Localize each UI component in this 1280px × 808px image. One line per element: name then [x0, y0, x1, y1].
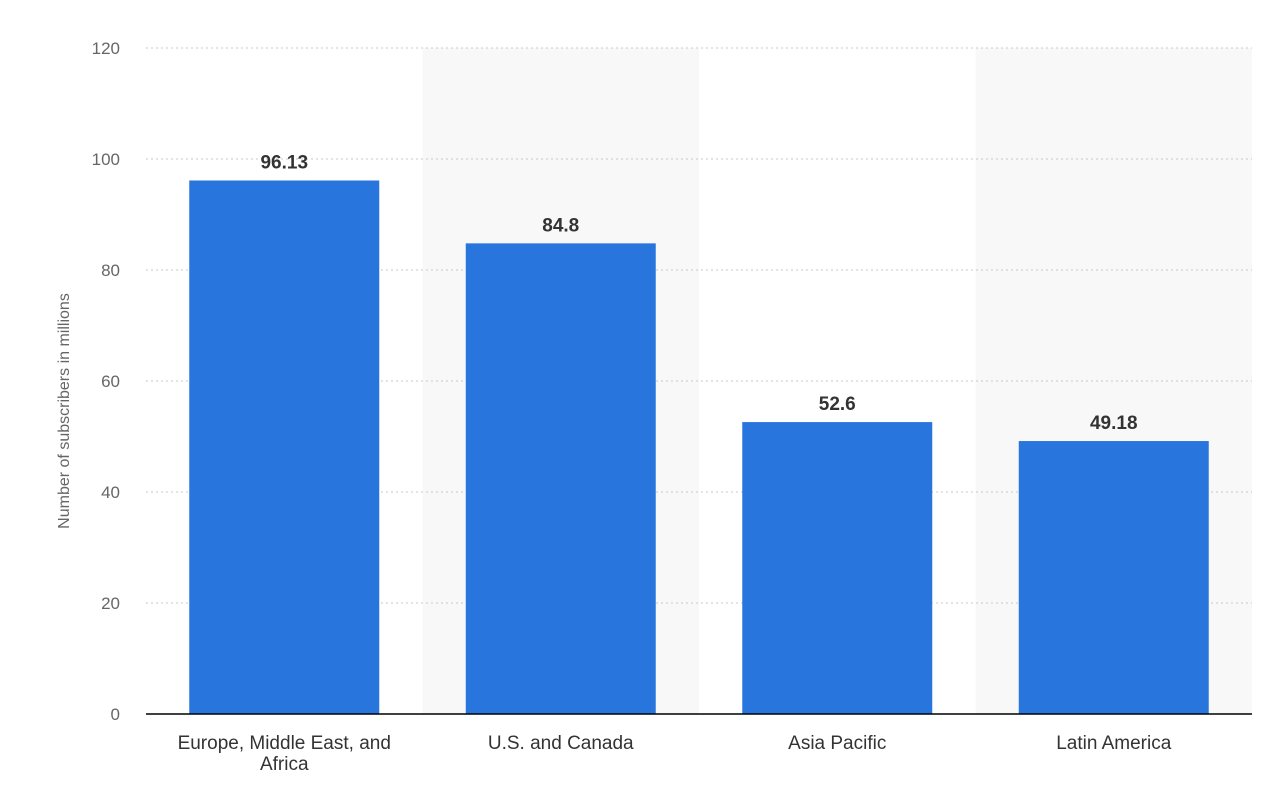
data-label: 96.13: [260, 152, 308, 173]
y-tick-label: 20: [101, 594, 120, 613]
x-category-label: Asia Pacific: [788, 733, 886, 754]
y-tick-label: 0: [111, 705, 120, 724]
y-tick-label: 80: [101, 261, 120, 280]
x-category-label: Europe, Middle East, and Africa: [178, 733, 391, 775]
data-label: 52.6: [819, 394, 856, 415]
y-tick-label: 60: [101, 372, 120, 391]
data-labels: 96.13 84.8 52.6 49.18: [260, 152, 1137, 434]
bar[interactable]: [465, 243, 656, 715]
bar[interactable]: [742, 422, 933, 714]
y-tick-labels: 0 20 40 60 80 100 120: [92, 39, 120, 724]
y-tick-label: 100: [92, 150, 120, 169]
x-category-label: Latin America: [1056, 733, 1172, 754]
bar[interactable]: [189, 180, 380, 714]
bar[interactable]: [1018, 441, 1209, 714]
data-label: 84.8: [542, 215, 579, 236]
data-label: 49.18: [1090, 413, 1138, 434]
y-axis-title: Number of subscribers in millions: [56, 293, 73, 529]
x-category-labels: Europe, Middle East, and Africa U.S. and C…: [178, 733, 1172, 775]
x-category-label: U.S. and Canada: [488, 733, 634, 754]
bar-series: [189, 180, 1209, 715]
y-tick-label: 40: [101, 483, 120, 502]
y-tick-label: 120: [92, 39, 120, 58]
